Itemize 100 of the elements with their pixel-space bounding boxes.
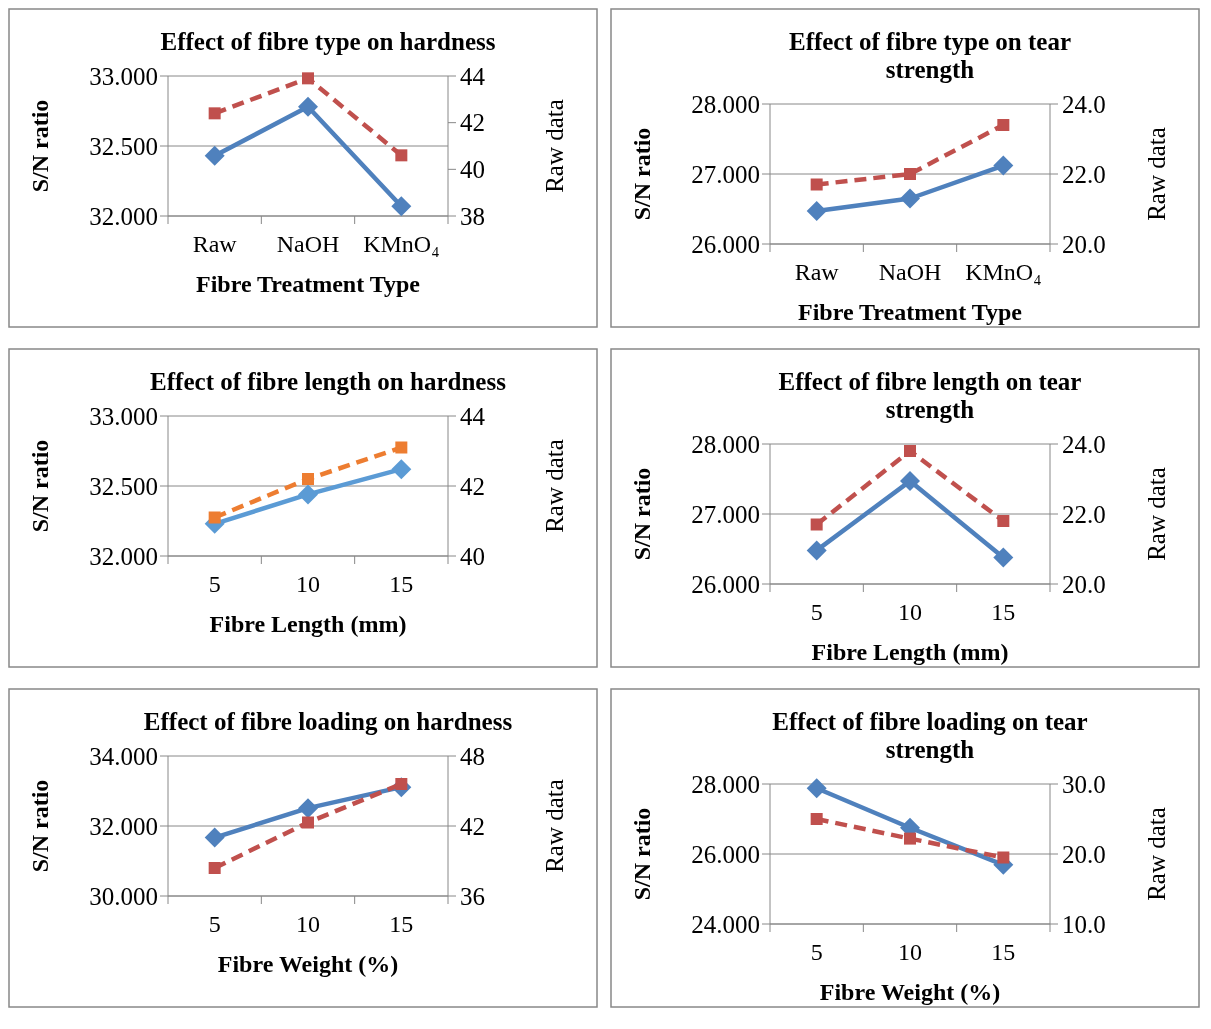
y2-tick-label: 38 <box>460 202 485 230</box>
x-tick-label: 15 <box>389 911 414 937</box>
y2-tick-label: 22.0 <box>1062 500 1106 528</box>
chart-title: Effect of fibre type on hardness <box>160 28 496 55</box>
y2-tick-label: 40 <box>460 542 485 570</box>
point <box>997 851 1010 864</box>
y2-axis-title: Raw data <box>1143 467 1170 561</box>
x-tick-label: 15 <box>991 939 1016 965</box>
point <box>904 168 916 180</box>
y2-tick-label: 40 <box>460 156 485 184</box>
point <box>806 201 827 222</box>
x-tick-label: NaOH <box>878 259 942 285</box>
point <box>810 813 823 825</box>
point <box>391 459 412 480</box>
x-tick-label: 10 <box>898 939 922 965</box>
point <box>302 473 314 485</box>
point <box>298 798 318 819</box>
y2-tick-label: 44 <box>460 62 486 90</box>
y2-tick-label: 42 <box>460 472 485 500</box>
y2-axis-title: Raw data <box>541 779 568 873</box>
y-tick-label: 27.000 <box>691 160 760 188</box>
point <box>806 540 827 561</box>
y-axis-title: S/N ratio <box>629 127 655 221</box>
x-axis-title: Fibre Treatment Type <box>196 271 421 297</box>
y-tick-label: 32.500 <box>89 472 158 500</box>
y-tick-label: 30.000 <box>89 882 158 910</box>
y-tick-label: 28.000 <box>691 90 760 118</box>
y-axis-title: S/N ratio <box>27 779 53 873</box>
point <box>395 441 408 454</box>
y-tick-label: 24.000 <box>691 910 760 938</box>
y-tick-label: 34.000 <box>89 742 158 770</box>
x-axis-title: Fibre Length (mm) <box>209 611 407 637</box>
point <box>302 816 314 829</box>
chart-title: Effect of fibre length on hardness <box>150 368 507 395</box>
point <box>395 149 408 162</box>
y-tick-label: 32.000 <box>89 542 158 570</box>
y2-tick-label: 20.0 <box>1062 230 1106 258</box>
y2-tick-label: 36 <box>460 882 485 910</box>
x-tick-label: 10 <box>296 911 320 937</box>
y2-tick-label: 20.0 <box>1062 840 1106 868</box>
point <box>810 518 823 531</box>
x-tick-label: 15 <box>991 599 1016 625</box>
y2-axis-title: Raw data <box>1143 127 1170 221</box>
y-tick-label: 27.000 <box>691 500 760 528</box>
y-axis-title: S/N ratio <box>27 99 53 193</box>
point <box>904 445 916 457</box>
point <box>298 484 318 505</box>
y2-tick-label: 42 <box>460 812 485 840</box>
y-axis-title: S/N ratio <box>629 467 655 561</box>
x-tick-label: NaOH <box>276 231 340 257</box>
point <box>810 178 823 191</box>
y2-tick-label: 24.0 <box>1062 430 1106 458</box>
chart-title: Effect of fibre type on tear strength <box>788 28 1072 83</box>
y2-axis-title: Raw data <box>541 99 568 193</box>
point <box>298 96 318 117</box>
x-tick-label: KMnO₄ <box>363 231 440 257</box>
point <box>997 515 1010 527</box>
point <box>997 119 1010 131</box>
x-tick-label: 15 <box>389 571 414 597</box>
x-axis-title: Fibre Weight (%) <box>217 951 399 977</box>
y-tick-label: 26.000 <box>691 570 760 598</box>
x-tick-label: Raw <box>794 259 840 285</box>
x-tick-label: Raw <box>192 231 238 257</box>
y-axis-title: S/N ratio <box>629 807 655 901</box>
y-tick-label: 32.500 <box>89 132 158 160</box>
point <box>204 145 225 166</box>
point <box>806 778 827 799</box>
x-axis-title: Fibre Weight (%) <box>819 979 1001 1005</box>
point <box>208 511 221 524</box>
y-tick-label: 32.000 <box>89 812 158 840</box>
point <box>204 827 225 848</box>
y-tick-label: 28.000 <box>691 430 760 458</box>
y2-tick-label: 44 <box>460 402 486 430</box>
y-axis-title: S/N ratio <box>27 439 53 533</box>
chart-title: Effect of fibre length on tear strength <box>778 368 1082 423</box>
y2-axis-title: Raw data <box>541 439 568 533</box>
point <box>391 196 412 217</box>
y-tick-label: 33.000 <box>89 402 158 430</box>
point <box>900 471 920 492</box>
y2-tick-label: 24.0 <box>1062 90 1106 118</box>
point <box>208 862 221 874</box>
x-tick-label: KMnO₄ <box>965 259 1042 285</box>
point <box>904 832 916 845</box>
point <box>302 72 314 85</box>
x-tick-label: 10 <box>898 599 922 625</box>
x-axis-title: Fibre Treatment Type <box>798 299 1023 325</box>
point <box>208 107 221 120</box>
y-tick-label: 26.000 <box>691 230 760 258</box>
x-tick-label: 5 <box>810 599 823 625</box>
chart-title: Effect of fibre loading on hardness <box>143 708 513 735</box>
y-tick-label: 28.000 <box>691 770 760 798</box>
x-tick-label: 5 <box>810 939 823 965</box>
x-axis-title: Fibre Length (mm) <box>811 639 1009 665</box>
x-tick-label: 5 <box>208 571 221 597</box>
y2-tick-label: 10.0 <box>1062 910 1106 938</box>
y-tick-label: 32.000 <box>89 202 158 230</box>
y-tick-label: 26.000 <box>691 840 760 868</box>
y-tick-label: 33.000 <box>89 62 158 90</box>
point <box>993 547 1014 568</box>
x-tick-label: 10 <box>296 571 320 597</box>
